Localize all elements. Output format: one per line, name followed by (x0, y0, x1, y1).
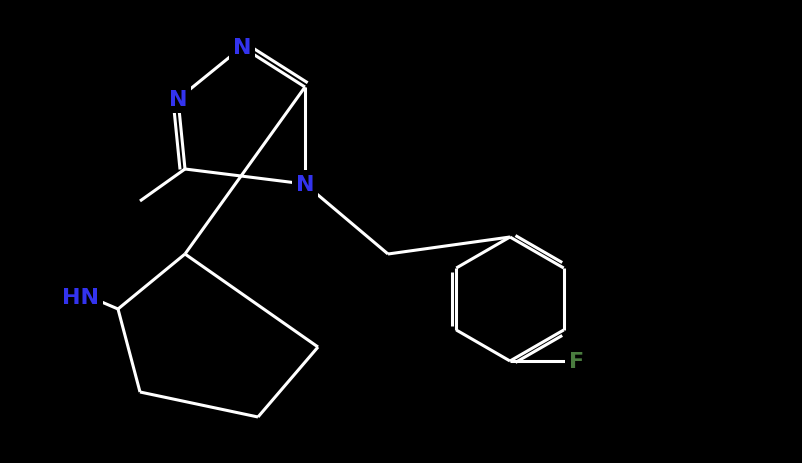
Text: N: N (168, 90, 187, 110)
Text: N: N (233, 38, 251, 58)
Text: N: N (296, 175, 314, 194)
Text: HN: HN (62, 288, 99, 307)
Text: F: F (569, 351, 585, 371)
